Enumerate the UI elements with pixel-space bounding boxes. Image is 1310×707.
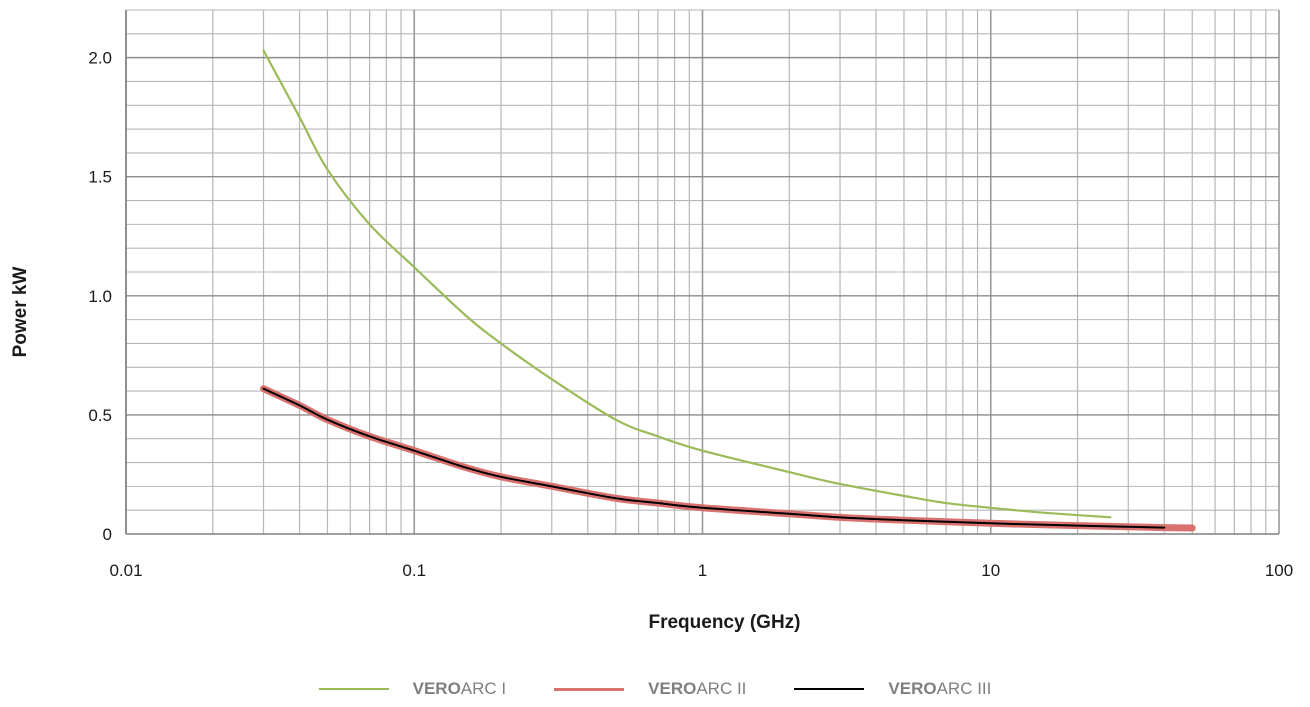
x-tick-label: 0.01 xyxy=(109,561,142,580)
legend-item: VEROARC I xyxy=(318,679,507,699)
x-tick-label: 100 xyxy=(1265,561,1293,580)
series-line-veroarc-iii xyxy=(262,387,1166,529)
legend-swatch xyxy=(318,688,389,690)
y-axis-title: Power kW xyxy=(10,267,31,358)
series-lines xyxy=(260,49,1196,532)
tick-labels: 0.01 0.1 1 10 100 0 0.5 1.0 1.5 2.0 xyxy=(88,49,1293,580)
legend-swatch xyxy=(554,687,625,691)
y-tick-label: 0 xyxy=(103,525,112,544)
y-tick-label: 0.5 xyxy=(88,406,112,425)
x-axis-title: Frequency (GHz) xyxy=(648,612,800,633)
series-line-veroarc-i xyxy=(262,49,1112,519)
y-tick-label: 2.0 xyxy=(88,49,112,68)
legend-swatch xyxy=(794,688,865,690)
legend: VEROARC I VEROARC II VEROARC III xyxy=(0,679,1310,699)
minor-gridlines xyxy=(126,9,1279,534)
x-tick-label: 0.1 xyxy=(402,561,426,580)
legend-label-rest: ARC III xyxy=(936,679,992,698)
legend-label-bold: VERO xyxy=(888,679,937,698)
legend-label: VEROARC I xyxy=(413,679,507,699)
legend-label-rest: ARC II xyxy=(696,679,747,698)
axes xyxy=(125,10,1279,535)
y-tick-label: 1.5 xyxy=(88,168,112,187)
legend-label: VEROARC III xyxy=(888,679,991,699)
y-tick-label: 1.0 xyxy=(88,287,112,306)
legend-label-bold: VERO xyxy=(648,679,697,698)
legend-label: VEROARC II xyxy=(648,679,746,699)
legend-item: VEROARC III xyxy=(794,679,991,699)
legend-label-bold: VERO xyxy=(412,679,461,698)
x-tick-label: 10 xyxy=(981,561,1000,580)
x-tick-label: 1 xyxy=(698,561,707,580)
legend-label-rest: ARC I xyxy=(460,679,507,698)
series-line-veroarc-ii xyxy=(260,385,1196,532)
legend-item: VEROARC II xyxy=(554,679,746,699)
